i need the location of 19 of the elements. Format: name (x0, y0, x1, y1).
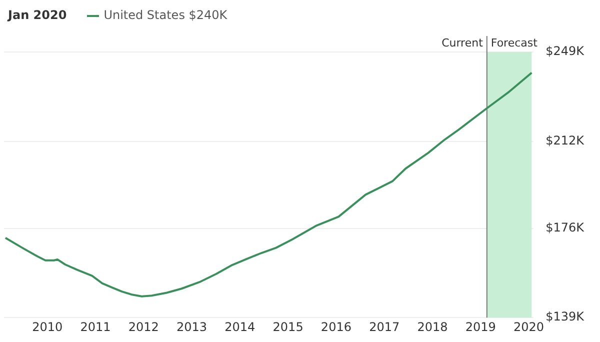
band-label: Forecast (490, 36, 538, 50)
x-tick-label: 2011 (80, 320, 111, 334)
y-tick-label: $176K (546, 220, 586, 234)
y-tick-label: $212K (546, 133, 586, 148)
x-tick-label: 2014 (224, 320, 256, 334)
x-tick-label: 2019 (465, 320, 496, 334)
x-tick-label: 2013 (176, 320, 208, 334)
x-tick-label: 2018 (417, 320, 448, 334)
y-tick-label: $139K (546, 310, 586, 324)
x-tick-label: 2020 (514, 320, 544, 334)
x-tick-label: 2010 (32, 320, 63, 334)
x-tick-label: 2012 (128, 320, 159, 334)
legend-label: United States $240K (102, 8, 228, 22)
x-tick-label: 2017 (369, 320, 400, 334)
ref-line-label: Current (442, 36, 484, 50)
legend-title: Jan 2020 (8, 8, 67, 22)
y-tick-label: $249K (546, 44, 586, 58)
x-tick-label: 2016 (320, 320, 352, 334)
x-tick-label: 2015 (272, 320, 304, 334)
